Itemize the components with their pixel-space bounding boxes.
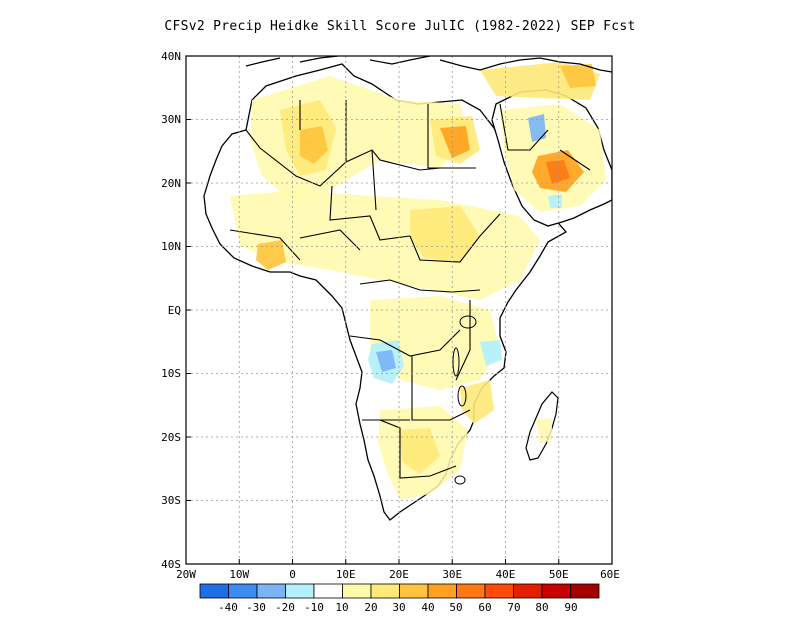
colorbar-label: 90 (564, 601, 577, 614)
colorbar-label: 70 (507, 601, 520, 614)
lat-label: EQ (168, 304, 181, 317)
colorbar-boxes (199, 583, 600, 599)
lon-label: 10E (336, 568, 356, 581)
colorbar-labels: -40 -30 -20 -10 10 20 30 40 50 60 70 80 … (218, 601, 578, 614)
colorbar-swatch (342, 583, 372, 599)
lat-label: 10S (161, 367, 181, 380)
colorbar-swatch (427, 583, 457, 599)
lat-label: 20N (161, 177, 181, 190)
colorbar-label: 80 (535, 601, 548, 614)
colorbar-swatch (313, 583, 343, 599)
colorbar-label: 60 (478, 601, 491, 614)
colorbar-swatch (285, 583, 315, 599)
colorbar-label: 10 (335, 601, 348, 614)
map-field (186, 56, 612, 564)
colorbar-swatch (513, 583, 543, 599)
lon-label: 0 (289, 568, 296, 581)
colorbar-label: 40 (421, 601, 434, 614)
colorbar-swatch (199, 583, 229, 599)
lat-labels: 40N 30N 20N 10N EQ 10S 20S 30S 40S (161, 50, 181, 571)
lon-label: 20W (176, 568, 196, 581)
chart-title: CFSv2 Precip Heidke Skill Score JulIC (1… (164, 19, 636, 34)
lon-label: 30E (442, 568, 462, 581)
lakes (452, 315, 477, 485)
europe-coast (245, 56, 612, 73)
colorbar-swatch (399, 583, 429, 599)
colorbar-label: -20 (275, 601, 295, 614)
lat-label: 40N (161, 50, 181, 63)
colorbar-label: 20 (364, 601, 377, 614)
lon-labels: 20W 10W 0 10E 20E 30E 40E 50E 60E (176, 568, 620, 581)
lat-label: 10N (161, 240, 181, 253)
gridlines (186, 56, 612, 564)
lon-label: 10W (229, 568, 249, 581)
lat-label: 40S (161, 558, 181, 571)
colorbar-swatch (484, 583, 514, 599)
colorbar-swatch (370, 583, 400, 599)
lat-label: 20S (161, 431, 181, 444)
colorbar: -40 -30 -20 -10 10 20 30 40 50 60 70 80 … (199, 583, 600, 614)
colorbar-swatch (228, 583, 258, 599)
colorbar-label: -10 (304, 601, 324, 614)
colorbar-label: -40 (218, 601, 238, 614)
lon-label: 40E (496, 568, 516, 581)
lat-label: 30N (161, 113, 181, 126)
lon-label: 20E (389, 568, 409, 581)
skill-shading (230, 62, 606, 500)
colorbar-swatch (570, 583, 600, 599)
colorbar-label: 30 (392, 601, 405, 614)
axis-ticks (186, 119, 560, 564)
lat-label: 30S (161, 494, 181, 507)
colorbar-swatch (256, 583, 286, 599)
lon-label: 60E (600, 568, 620, 581)
colorbar-label: -30 (246, 601, 266, 614)
colorbar-swatch (456, 583, 486, 599)
lon-label: 50E (549, 568, 569, 581)
colorbar-swatch (541, 583, 571, 599)
colorbar-label: 50 (449, 601, 462, 614)
